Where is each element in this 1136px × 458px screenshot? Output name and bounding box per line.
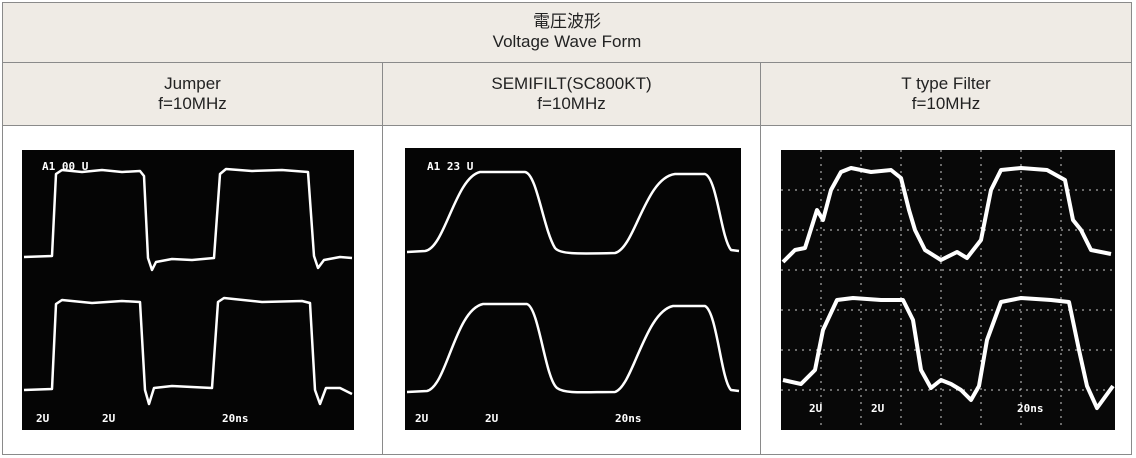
waveform: [782, 296, 1115, 410]
column-name: SEMIFILT(SC800KT): [491, 74, 652, 93]
waveform: [23, 167, 353, 272]
frequency: f=10MHz: [158, 94, 227, 113]
column-name: T type Filter: [901, 74, 991, 93]
frequency: f=10MHz: [911, 94, 981, 113]
scope-label: 2U: [36, 412, 50, 425]
waveform: [781, 166, 1112, 264]
scope-label: A1 00 U: [42, 160, 89, 173]
waveform: [23, 296, 353, 406]
image-cell: A1 00 U 2U 2U 20ns: [3, 126, 383, 454]
image-cell: 2U 2U 20ns: [761, 126, 1131, 454]
column-header: Jumper f=10MHz: [3, 63, 383, 126]
scope-label: 20ns: [222, 412, 249, 425]
column-name: Jumper: [164, 74, 221, 93]
graticule: [781, 150, 1115, 430]
scope-label: 20ns: [615, 412, 642, 425]
waveform: [406, 302, 740, 394]
frequency: f=10MHz: [537, 94, 606, 113]
scope-label: A1 23 U: [427, 160, 474, 173]
oscilloscope-image: A1 00 U 2U 2U 20ns: [22, 150, 354, 430]
column-header: SEMIFILT(SC800KT) f=10MHz: [383, 63, 761, 126]
scope-label: 2U: [809, 402, 823, 415]
column-header: T type Filter f=10MHz: [761, 63, 1131, 126]
image-cell: A1 23 U 2U 2U 20ns: [383, 126, 761, 454]
subtitle: Voltage Wave Form: [492, 32, 642, 51]
scope-label: 2U: [485, 412, 499, 425]
title: 電圧波形: [533, 12, 601, 31]
scope-label: 2U: [871, 402, 885, 415]
scope-label: 2U: [102, 412, 116, 425]
title-cell: 電圧波形 Voltage Wave Form: [3, 3, 1131, 63]
oscilloscope-image: 2U 2U 20ns: [781, 150, 1115, 430]
scope-label: 2U: [415, 412, 429, 425]
oscilloscope-image: A1 23 U 2U 2U 20ns: [405, 148, 741, 430]
waveform: [406, 170, 740, 255]
screen: [405, 148, 741, 430]
screen: [22, 150, 354, 430]
scope-label: 20ns: [1017, 402, 1044, 415]
